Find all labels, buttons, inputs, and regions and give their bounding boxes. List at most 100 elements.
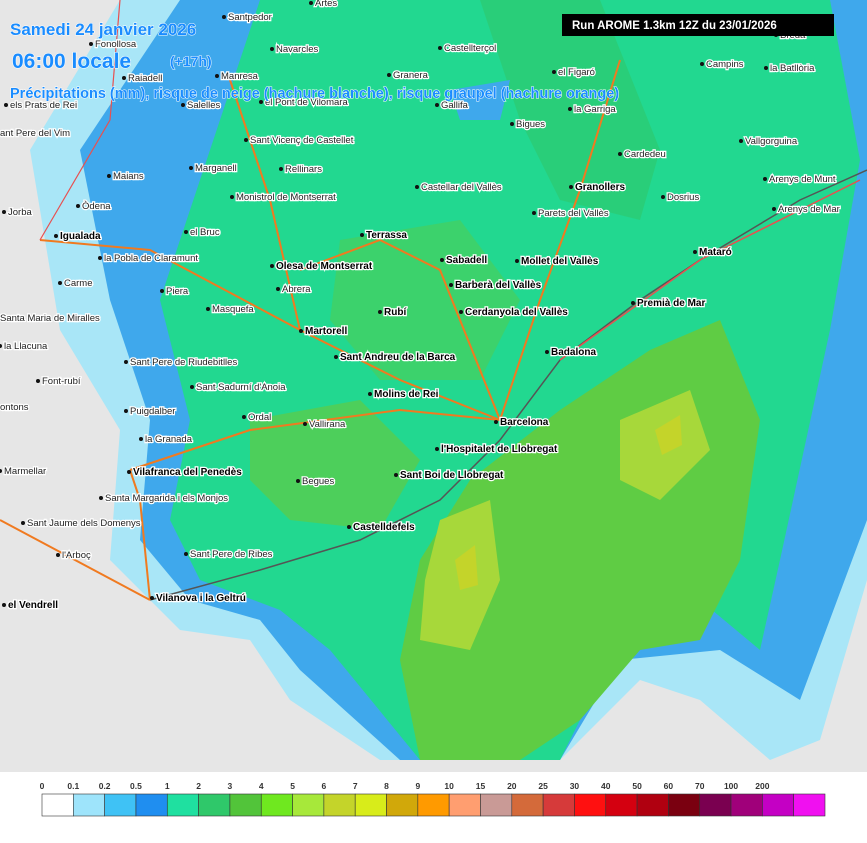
time: 06:00 locale — [12, 50, 131, 73]
place-name: Arenys de Munt — [769, 174, 836, 185]
place-name: la Llacuna — [4, 341, 48, 352]
place-name: Sant Boi de Llobregat — [400, 470, 504, 481]
place-dot — [303, 422, 307, 426]
place-name: Carme — [64, 278, 93, 289]
place-name: Rubí — [384, 307, 407, 318]
place-name: Granera — [393, 70, 429, 81]
legend-label: 60 — [664, 781, 674, 791]
place-dot — [661, 195, 665, 199]
legend-swatch — [636, 793, 669, 817]
legend-label: 30 — [570, 781, 580, 791]
place-name: Sant Jaume dels Domenys — [27, 518, 141, 529]
place-name: Campins — [706, 59, 744, 70]
legend-label: 1 — [165, 781, 170, 791]
place-name: Marganell — [195, 163, 237, 174]
place-name: la Batllòria — [770, 63, 815, 74]
place-name: Arenys de Mar — [778, 204, 840, 215]
place-dot — [206, 307, 210, 311]
legend: 0 0.1 0.2 0.5 1 2 3 4 5 6 7 8 9 10 15 20 25 30 40 50 60 70 100… — [40, 781, 826, 817]
place-dot — [631, 301, 635, 305]
legend-label: 10 — [444, 781, 454, 791]
place-dot — [334, 355, 338, 359]
place-name: Granollers — [575, 182, 625, 193]
place-dot — [89, 42, 93, 46]
legend-swatch — [480, 793, 513, 817]
place-dot — [259, 100, 263, 104]
place-name: el Vendrell — [8, 600, 58, 611]
legend-swatch — [73, 793, 105, 817]
place-name: Fonollosa — [95, 39, 137, 50]
place-name: Badalona — [551, 347, 596, 358]
place-name: Òdena — [82, 201, 111, 212]
subtitle: Précipitations (mm), risque de neige (ha… — [10, 86, 619, 102]
place-dot — [545, 350, 549, 354]
run-box — [562, 14, 834, 36]
legend-label: 3 — [228, 781, 233, 791]
place-dot — [124, 360, 128, 364]
place-dot — [532, 211, 536, 215]
legend-swatch — [354, 793, 387, 817]
legend-swatch — [104, 793, 137, 817]
place-dot — [347, 525, 351, 529]
place-dot — [693, 250, 697, 254]
legend-label: 0.1 — [67, 781, 79, 791]
place-dot — [449, 283, 453, 287]
legend-swatch — [762, 793, 794, 817]
place-name: ant Pere del Vim — [0, 128, 70, 139]
legend-swatch — [323, 793, 356, 817]
place-dot — [242, 415, 246, 419]
place-name: Igualada — [60, 231, 101, 242]
legend-swatch — [41, 793, 74, 817]
place-dot — [2, 210, 6, 214]
place-name: el Bruc — [190, 227, 220, 238]
place-dot — [244, 138, 248, 142]
legend-swatch — [386, 793, 419, 817]
legend-label: 20 — [507, 781, 517, 791]
place-dot — [98, 256, 102, 260]
legend-label: 70 — [695, 781, 705, 791]
place-name: Vilafranca del Penedès — [133, 467, 242, 478]
place-dot — [184, 552, 188, 556]
place-dot — [279, 167, 283, 171]
place-name: Dosrius — [667, 192, 699, 203]
place-dot — [618, 152, 622, 156]
place-name: Manresa — [221, 71, 259, 82]
legend-label: 2 — [196, 781, 201, 791]
legend-swatch — [574, 793, 607, 817]
place-name: Santa Margarida i els Monjos — [105, 493, 228, 504]
precip-field — [30, 0, 867, 760]
place-name: el Pont de Vilomara — [265, 97, 348, 108]
place-name: Barberà del Vallès — [455, 280, 542, 291]
place-dot — [552, 70, 556, 74]
place-dot — [739, 139, 743, 143]
place-name: Vallirana — [309, 419, 346, 430]
legend-swatch — [542, 793, 575, 817]
place-name: Piera — [166, 286, 189, 297]
legend-label: 25 — [538, 781, 548, 791]
place-dot — [569, 185, 573, 189]
place-dot — [107, 174, 111, 178]
place-dot — [276, 287, 280, 291]
place-name: Marmellar — [4, 466, 46, 477]
place-name: Sant Vicenç de Castellet — [250, 135, 354, 146]
place-name: Gallifa — [441, 100, 469, 111]
place-name: Sant Andreu de la Barca — [340, 352, 456, 363]
place-name: Olesa de Montserrat — [276, 261, 373, 272]
place-name: Sant Sadurní d'Anoia — [196, 382, 286, 393]
place-name: Castellar del Vallès — [421, 182, 502, 193]
place-dot — [387, 73, 391, 77]
legend-swatch — [668, 793, 701, 817]
place-name: Ordal — [248, 412, 271, 423]
place-name: Barcelona — [500, 417, 549, 428]
legend-swatch — [166, 793, 199, 817]
place-name: Bigues — [516, 119, 545, 130]
place-dot — [700, 62, 704, 66]
place-name: Puigdalber — [130, 406, 175, 417]
legend-label: 0.5 — [130, 781, 142, 791]
place-dot — [270, 47, 274, 51]
place-name: els Prats de Rei — [10, 100, 77, 111]
place-name: Sant Pere de Riudebitlles — [130, 357, 237, 368]
place-name: el Figaró — [558, 67, 595, 78]
place-name: Maians — [113, 171, 144, 182]
place-dot — [440, 258, 444, 262]
